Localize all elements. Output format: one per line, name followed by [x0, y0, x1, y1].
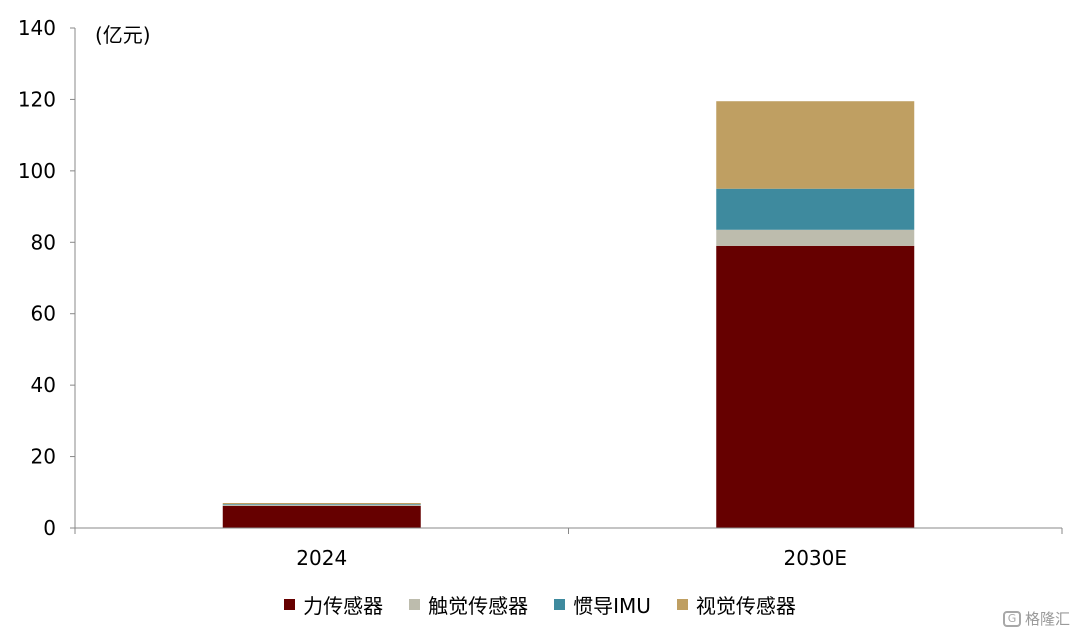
y-axis-ticks: 0 20 40 60 80 100 120 140	[18, 16, 75, 540]
x-tick-label: 2030E	[783, 546, 847, 570]
y-tick-label: 120	[18, 87, 56, 111]
bar-segment	[222, 504, 421, 506]
y-tick-label: 20	[31, 445, 56, 469]
bar-segment	[716, 229, 915, 246]
bar-segment	[716, 101, 915, 189]
bar-segment	[222, 505, 421, 528]
legend-label: 力传感器	[303, 594, 384, 618]
y-tick-label: 140	[18, 16, 56, 40]
watermark-text: 格隆汇	[1024, 610, 1070, 628]
chart-area: 0 20 40 60 80 100 120 140 2024 2030E (亿元)	[18, 16, 1063, 570]
legend-label: 触觉传感器	[428, 594, 529, 618]
y-tick-label: 80	[31, 230, 56, 254]
bars	[222, 101, 915, 528]
legend-swatch	[676, 599, 688, 610]
y-tick-label: 60	[31, 302, 56, 326]
x-tick-label: 2024	[296, 546, 347, 570]
legend-item: 视觉传感器	[676, 590, 796, 619]
legend-swatch	[554, 599, 566, 610]
legend-label: 视觉传感器	[695, 594, 796, 618]
watermark: G 格隆汇	[1002, 608, 1070, 629]
bar-segment	[222, 504, 421, 505]
bar-segment	[716, 188, 915, 230]
legend-item: 惯导IMU	[554, 590, 651, 619]
legend-label: 惯导IMU	[573, 594, 651, 618]
legend-item: 触觉传感器	[409, 590, 528, 619]
y-unit-label: (亿元)	[95, 23, 151, 47]
y-tick-label: 100	[18, 159, 56, 183]
y-tick-label: 0	[43, 516, 56, 540]
watermark-logo-icon: G	[1002, 610, 1021, 627]
legend-swatch	[409, 599, 421, 610]
legend: 力传感器 触觉传感器 惯导IMU 视觉传感器	[0, 590, 1080, 619]
bar-segment	[716, 245, 915, 528]
bar-segment	[222, 503, 421, 505]
legend-item: 力传感器	[284, 590, 383, 619]
y-tick-label: 40	[31, 373, 56, 397]
x-axis-ticks: 2024 2030E	[74, 528, 1063, 570]
legend-swatch	[284, 599, 296, 610]
